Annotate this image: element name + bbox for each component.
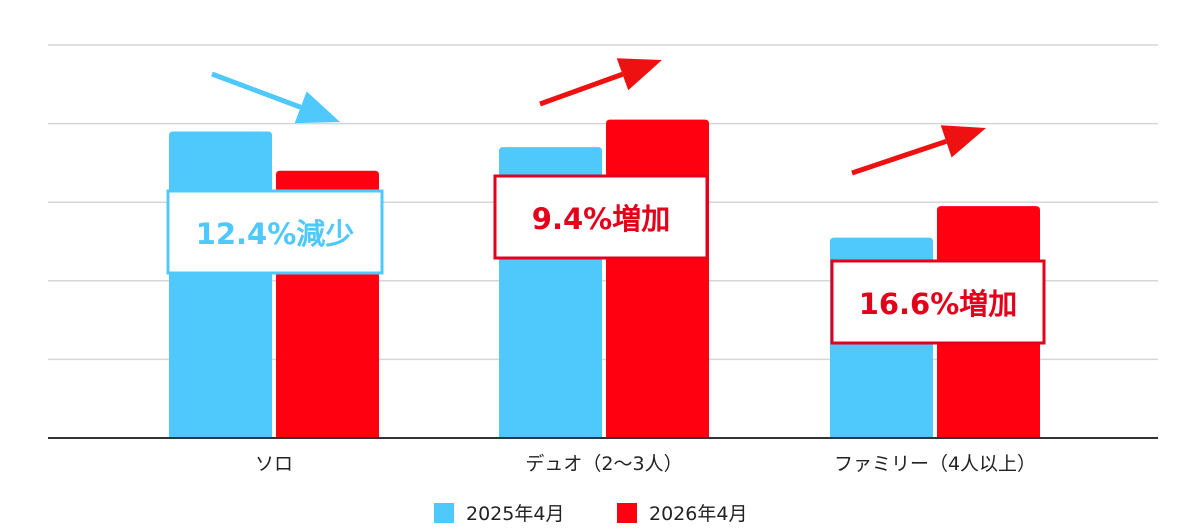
trend-arrow-shaft <box>851 139 947 176</box>
bar-2025 <box>169 131 272 438</box>
legend-label-2026: 2026年4月 <box>649 503 747 525</box>
x-tick-label: ファミリー（4人以上） <box>834 453 1036 475</box>
bar-2026 <box>606 119 709 439</box>
annotations: 12.4%減少 9.4%増加 16.6%増加 <box>166 174 1046 345</box>
trend-arrow-shaft <box>211 71 302 110</box>
trend-arrow-head <box>294 91 340 124</box>
annotation-box <box>493 174 709 260</box>
x-tick-label: デュオ（2〜3人） <box>525 453 682 475</box>
annotation-box <box>166 189 384 275</box>
trend-arrows <box>211 58 986 176</box>
legend-swatch-2026 <box>617 503 637 523</box>
trend-arrow-shaft <box>539 71 624 107</box>
trend-arrow-head <box>616 58 662 91</box>
annotation-label: 9.4%増加 <box>532 202 670 236</box>
x-tick-label: ソロ <box>255 453 293 475</box>
x-tick-labels: ソロ デュオ（2〜3人） ファミリー（4人以上） <box>255 453 1036 475</box>
annotation-box <box>830 259 1046 345</box>
legend-label-2025: 2025年4月 <box>466 503 564 525</box>
trend-arrow-head <box>940 125 986 158</box>
legend-swatch-2025 <box>434 503 454 523</box>
annotation-label: 12.4%減少 <box>196 217 355 251</box>
annotation-label: 16.6%増加 <box>859 287 1018 321</box>
legend: 2025年4月 2026年4月 <box>434 503 747 525</box>
